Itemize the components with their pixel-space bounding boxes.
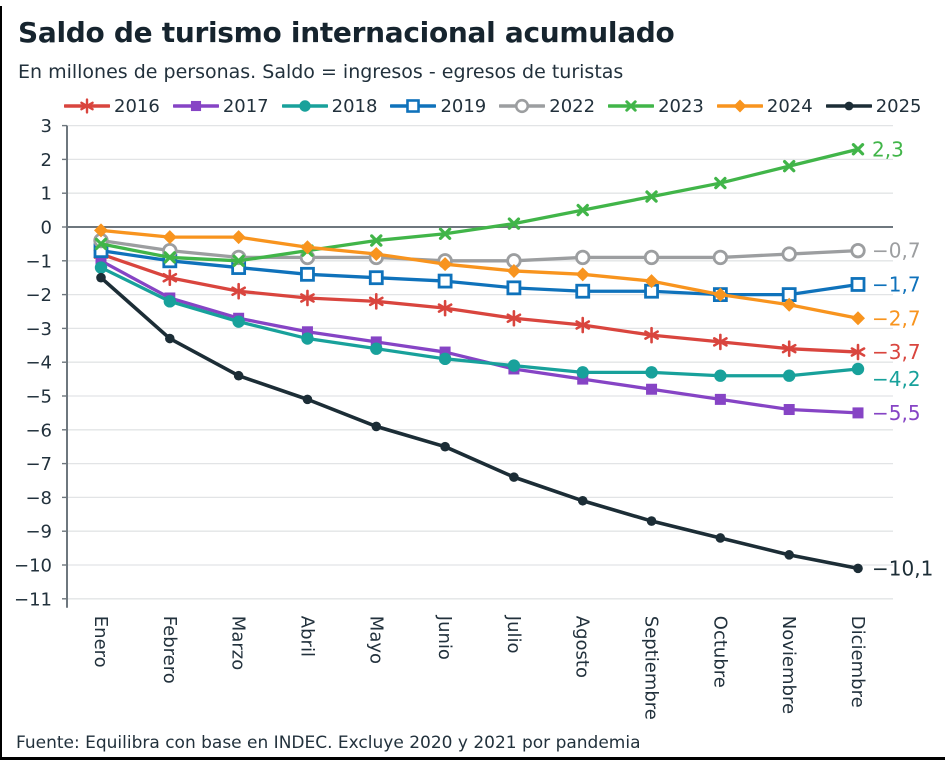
series-line-2022 [99, 238, 860, 263]
y-axis-tick-label: −9 [25, 522, 52, 543]
y-axis-tick-label: −6 [25, 420, 52, 441]
legend-item-2019: 2019 [390, 96, 486, 117]
frame-bottom-border [0, 757, 945, 760]
y-axis-tick-label: −5 [25, 387, 52, 408]
series-end-value-label-2016: −3,7 [872, 340, 921, 364]
x-axis-month-label: Noviembre [778, 616, 799, 714]
legend-label: 2025 [875, 95, 922, 117]
y-axis-tick-label: −7 [25, 454, 52, 475]
series-end-value-label-2025: −10,1 [872, 556, 933, 580]
legend-square-icon [172, 100, 219, 112]
y-axis-tick-label: 3 [41, 116, 52, 137]
series-end-value-label-2023: 2,3 [872, 137, 904, 161]
series-end-value-label-2019: −1,7 [872, 272, 921, 296]
y-axis-tick-label: 1 [41, 184, 52, 205]
legend-label: 2022 [549, 95, 596, 117]
series-line-2025 [99, 275, 860, 571]
legend-circle-icon [281, 100, 328, 112]
series-line-2019 [99, 249, 860, 297]
legend-item-2016: 2016 [64, 96, 160, 117]
series-end-value-label-2022: −0,7 [872, 239, 921, 263]
chart-title: Saldo de turismo internacional acumulado [18, 16, 675, 49]
series-end-value-label-2018: −4,2 [872, 367, 921, 391]
series-end-value-label-2017: −5,5 [872, 401, 921, 425]
x-axis-month-label: Junio [434, 615, 455, 660]
legend-label: 2024 [766, 95, 813, 117]
series-line-2017 [99, 259, 860, 415]
source-note: Fuente: Equilibra con base en INDEC. Exc… [16, 733, 641, 753]
legend-item-2024: 2024 [716, 95, 813, 117]
y-axis-tick-label: −1 [25, 251, 52, 272]
chart-subtitle: En millones de personas. Saldo = ingreso… [18, 61, 624, 83]
y-axis-tick-label: −3 [25, 319, 52, 340]
y-axis-tick-label: 2 [41, 150, 52, 171]
x-axis-month-label: Marzo [228, 616, 249, 670]
y-axis-tick-label: −8 [25, 488, 52, 509]
y-axis-tick-label: 0 [41, 218, 52, 239]
legend-label: 2018 [331, 95, 378, 117]
y-axis-tick-label: −4 [25, 353, 52, 374]
x-axis-month-label: Diciembre [847, 616, 868, 708]
legend-asterisk-icon [64, 98, 110, 114]
x-axis-month-label: Julio [503, 615, 524, 654]
x-axis-month-label: Octubre [709, 616, 730, 688]
legend-item-2023: 2023 [608, 96, 704, 117]
y-axis-tick-label: −10 [14, 556, 52, 577]
legend-open-circle-icon [499, 98, 546, 114]
legend-label: 2023 [658, 95, 704, 117]
x-axis-month-label: Mayo [365, 616, 386, 664]
legend-open-square-icon [390, 99, 437, 113]
series-line-2018 [99, 265, 860, 378]
legend-label: 2017 [222, 95, 269, 117]
frame-left-border [0, 6, 2, 760]
series-end-value-label-2024: −2,7 [872, 306, 921, 330]
legend-item-2017: 2017 [172, 95, 269, 117]
x-axis-month-label: Septiembre [641, 616, 662, 720]
chart-legend: 2016 2017 2018 2019 2022 2023 2024 2025 [64, 93, 922, 119]
legend-x-icon [608, 100, 655, 112]
legend-label: 2019 [440, 95, 487, 117]
y-axis-tick-label: −11 [14, 589, 52, 610]
x-axis-month-label: Febrero [159, 616, 180, 684]
x-axis-month-label: Abril [296, 616, 317, 657]
legend-diamond-icon [716, 99, 763, 113]
y-axis-tick-label: −2 [25, 285, 52, 306]
series-line-2024 [99, 228, 860, 320]
series-line-2023 [99, 147, 860, 263]
legend-item-2022: 2022 [499, 96, 595, 117]
x-axis-month-label: Enero [90, 616, 111, 668]
legend-item-2018: 2018 [281, 95, 378, 117]
legend-dot-icon [825, 101, 872, 111]
legend-label: 2016 [114, 95, 160, 117]
series-line-2016 [99, 252, 860, 354]
x-axis-month-label: Agosto [572, 616, 593, 678]
legend-item-2025: 2025 [825, 95, 922, 117]
